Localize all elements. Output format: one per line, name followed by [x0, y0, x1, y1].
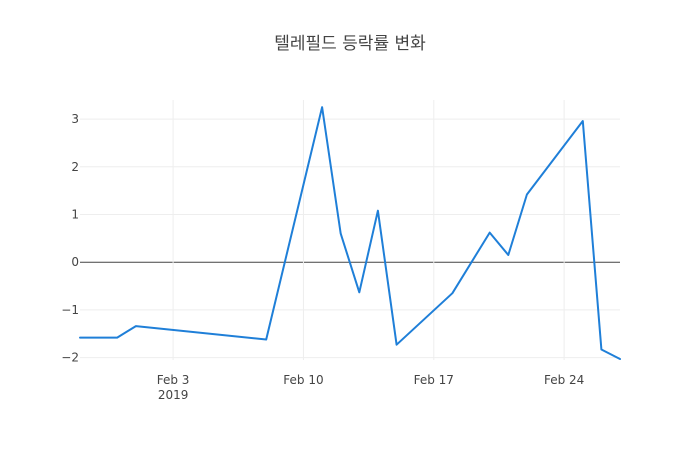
y-tick-label: 3 — [71, 112, 79, 126]
x-tick-label: Feb 17 — [414, 373, 454, 387]
x-tick-label: Feb 24 — [544, 373, 584, 387]
chart-title: 텔레필드 등락률 변화 — [274, 34, 426, 54]
x-tick-label: Feb 10 — [283, 373, 323, 387]
x-tick-label: Feb 3 — [157, 373, 190, 387]
grid-lines — [80, 100, 620, 360]
y-axis: −2 −1 0 1 2 3 — [61, 112, 79, 365]
x-tick-year-label: 2019 — [158, 388, 189, 402]
plot-area — [79, 106, 621, 360]
y-tick-label: 2 — [71, 160, 79, 174]
y-tick-label: −1 — [61, 303, 79, 317]
y-tick-label: −2 — [61, 351, 79, 365]
y-tick-label: 1 — [71, 207, 79, 221]
y-tick-label: 0 — [71, 255, 79, 269]
series-line — [79, 106, 621, 360]
